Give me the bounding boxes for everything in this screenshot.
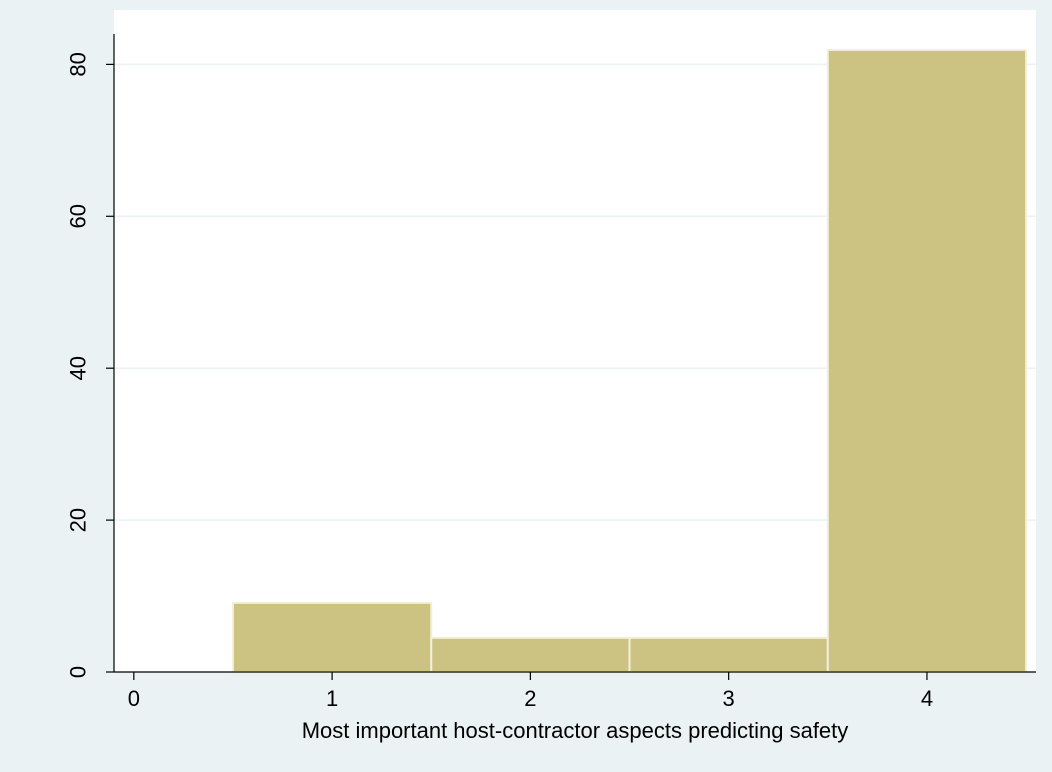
x-tick-label: 1: [326, 686, 338, 711]
histogram-bar: [430, 636, 631, 673]
y-tick-label: 20: [66, 508, 91, 532]
y-tick-label: 60: [66, 204, 91, 228]
x-tick-label: 0: [128, 686, 140, 711]
histogram-bar: [231, 601, 433, 674]
x-ticks: 0 1 2 3 4: [128, 672, 933, 711]
histogram-bar: [628, 636, 829, 673]
y-tick-label: 0: [66, 666, 91, 678]
x-tick-label: 4: [921, 686, 933, 711]
y-tick-label: 80: [66, 52, 91, 76]
y-ticks: 0 20 40 60 80: [66, 52, 114, 678]
x-tick-label: 2: [524, 686, 536, 711]
x-axis-title: Most important host-contractor aspects p…: [302, 718, 849, 743]
y-tick-label: 40: [66, 356, 91, 380]
histogram-bar: [826, 48, 1028, 673]
x-tick-label: 3: [723, 686, 735, 711]
axes: [113, 34, 1036, 673]
